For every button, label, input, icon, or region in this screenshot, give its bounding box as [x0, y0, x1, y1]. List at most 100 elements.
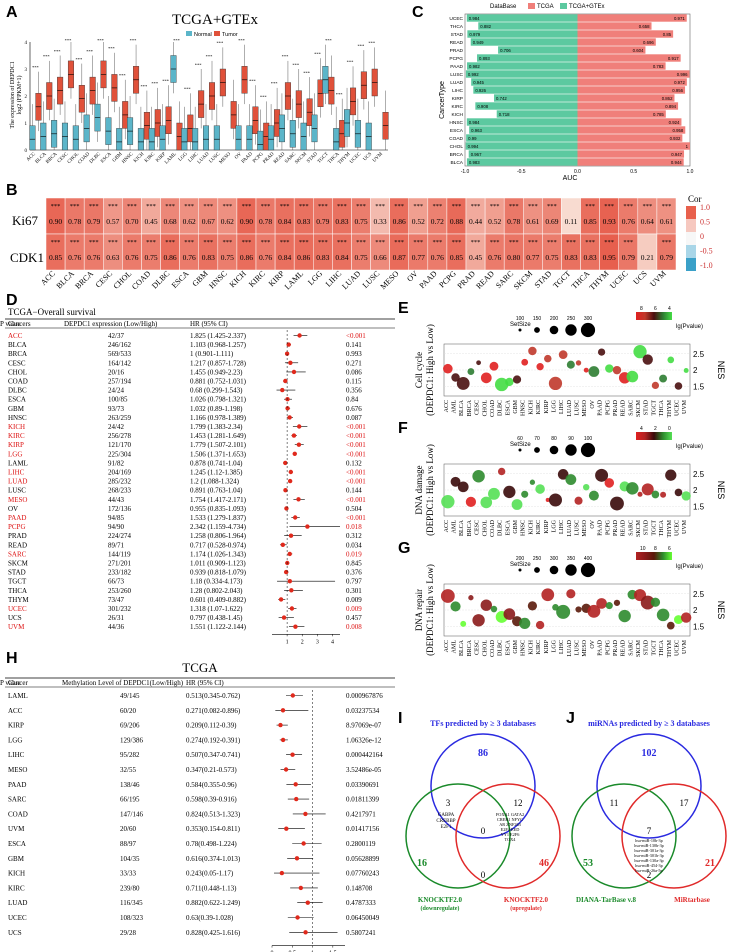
bubble-x-label: TGCT [651, 400, 657, 416]
bubble-point [544, 354, 552, 363]
heatmap-value: 0.76 [622, 217, 635, 226]
bar-gtex [494, 94, 578, 102]
size-legend-dot [518, 328, 522, 332]
bubble-x-label: KIRC [536, 640, 542, 654]
legend-color-block [686, 219, 696, 232]
y-tick: 2.5 [693, 470, 705, 479]
sig-label: *** [206, 54, 214, 59]
row-pvalue: 0.797 [346, 578, 362, 586]
size-legend-dot [565, 564, 577, 576]
bubble-x-label: COAD [490, 399, 496, 417]
panel-h-forest-plot: TCGA Cancer Methylation Level of DEPDC1(L… [0, 660, 395, 952]
table-header: HR (95% CI) [190, 320, 228, 328]
sig-label: *** [271, 81, 279, 86]
value-label-gtex: 0.718 [499, 112, 510, 117]
row-pvalue: <0.001 [346, 514, 366, 522]
heatmap-value: 0.79 [660, 253, 673, 262]
panel-d-forest-plot: TCGA−Overall survival Cancers DEPDC1 expr… [0, 307, 395, 645]
point-estimate [288, 360, 293, 365]
point-estimate [278, 597, 284, 602]
size-legend-label: 200 [550, 316, 559, 322]
bubble-x-label: KICH [528, 639, 534, 654]
bubble-x-label: UVM [682, 639, 688, 654]
sig-label: *** [292, 62, 300, 67]
heatmap-value: 0.86 [297, 253, 310, 262]
size-legend-label: 150 [533, 316, 542, 322]
row-cancer: LIHC [8, 751, 25, 759]
size-legend-label: 100 [584, 436, 593, 442]
row-cancer: UCS [8, 614, 22, 622]
row-cancer: COAD [8, 378, 28, 386]
bubble-point [683, 368, 689, 373]
y-tick: 1 [25, 122, 28, 127]
row-count: 116/345 [120, 899, 143, 907]
venn-genes-center: hsa-miR-10b-3p [635, 838, 662, 843]
box [137, 128, 144, 151]
x-tick-label: ESCA [100, 152, 113, 165]
bubble-x-label: PRAD [613, 399, 619, 416]
bubble-x-label: CHOL [482, 640, 488, 657]
row-count: 172/136 [108, 505, 131, 513]
bubble-ylabel-sub: (DEPDC1: High vs Low) [425, 444, 435, 536]
heatmap-sig: *** [585, 203, 595, 210]
bar-tcga [577, 94, 675, 102]
bubble-point [465, 496, 477, 507]
heatmap-sig: *** [337, 203, 347, 210]
category-label: KIRC [452, 104, 464, 110]
bubble-point [651, 381, 660, 390]
row-pvalue: 0.000967876 [346, 692, 383, 700]
venn-title: TFs predicted by ≥ 3 databases [430, 719, 536, 728]
heatmap-value: 0.21 [641, 253, 654, 262]
row-cancer: UVM [8, 623, 25, 631]
heatmap-x-label: UCEC [608, 269, 629, 290]
box [159, 125, 166, 151]
venn-genes-center: hsa-miR-26a-5p [635, 868, 662, 873]
venn-genes-center: hsa-miR-301a-3p [634, 848, 663, 853]
bar-gtex [471, 78, 578, 86]
legend-tick: 0.5 [700, 218, 710, 227]
value-label-tcga: 0.658 [639, 24, 650, 29]
heatmap-value: 0.61 [660, 217, 673, 226]
x-tick: 1 [286, 639, 289, 645]
bubble-point [637, 491, 643, 497]
ylabel-line: log2 (FPKM+1) [16, 76, 23, 115]
venn-genes-left: GABPA [438, 813, 455, 818]
x-tick: 1.5 [329, 951, 337, 952]
bubble-point [440, 589, 455, 603]
x-tick: 0.5 [630, 169, 637, 175]
value-label-gtex: 0.983 [469, 160, 480, 165]
bubble-x-label: MESO [582, 639, 588, 656]
x-tick-label: LUAD [197, 152, 211, 166]
panel-d-title: TCGA−Overall survival [8, 307, 96, 317]
x-tick: 3 [316, 639, 319, 645]
sig-label: *** [336, 92, 344, 97]
row-count: 144/119 [108, 550, 131, 558]
bubble-x-label: TGCT [651, 640, 657, 656]
heatmap-sig: *** [528, 203, 538, 210]
panel-f-bubble: DNA damage (DEPDC1: High vs Low) NES 2.5 2 1.… [414, 426, 726, 538]
sig-label: *** [282, 54, 290, 59]
x-tick-label: PAAD [241, 152, 254, 165]
point-estimate [296, 442, 302, 447]
bubble-point [587, 604, 601, 618]
row-count: 88/97 [120, 840, 136, 848]
bubble-point [521, 490, 529, 498]
bubble-x-label: MESO [582, 519, 588, 536]
point-estimate [290, 693, 296, 698]
bubble-x-label: LIHC [559, 520, 565, 534]
bubble-x-label: LUAD [567, 399, 573, 416]
bubble-x-label: KIRC [536, 520, 542, 534]
bubble-x-label: AML [452, 520, 458, 534]
point-estimate [293, 782, 298, 787]
value-label-gtex: 0.982 [469, 64, 480, 69]
heatmap-value: 0.45 [469, 253, 482, 262]
bubble-point [535, 484, 545, 494]
bar-gtex [466, 158, 578, 166]
venn-count-center: 0 [481, 826, 486, 836]
row-hr: 0.584(0.355-0.96) [186, 781, 237, 789]
sig-label: *** [249, 79, 257, 84]
category-label: BLCA [450, 160, 463, 166]
bubble-point [626, 370, 639, 383]
heatmap-sig: *** [356, 203, 366, 210]
